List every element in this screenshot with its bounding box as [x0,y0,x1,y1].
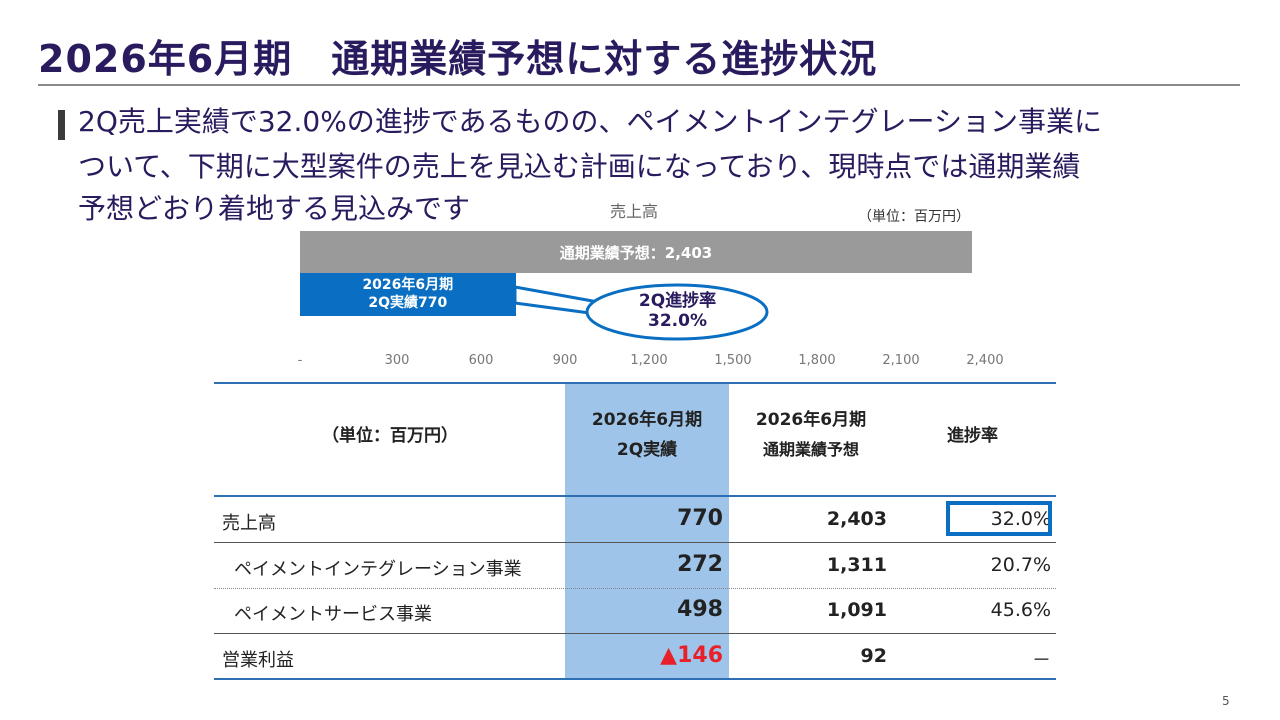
col-actual-header: 2026年6月期 2Q実績 [565,405,729,465]
callout-line-2: 32.0% [648,311,707,331]
title-divider [38,84,1240,86]
page-number: 5 [1222,694,1230,708]
bar-actual-label-line1: 2026年6月期 [362,277,454,293]
table-unit-header: （単位：百万円） [322,426,458,446]
table-bottom-rule [214,678,1056,680]
chart-unit-note: （単位：百万円） [858,209,970,225]
row-label-payment-integration: ペイメントインテグレーション事業 [234,559,522,580]
row-label-sales: 売上高 [222,513,276,534]
bullet-marker [58,110,65,140]
chart-title: 売上高 [610,202,659,221]
row-rate-sales: 32.0% [990,508,1051,530]
col-actual-header-line1: 2026年6月期 [591,410,703,430]
row-forecast-payment-integration: 1,311 [826,554,887,576]
progress-callout-shape [513,283,769,341]
summary-line-1: 2Q売上実績で32.0%の進捗であるものの、ペイメントインテグレーション事業に [78,105,1102,138]
row-forecast-sales: 2,403 [826,508,887,530]
row-rate-payment-integration: 20.7% [990,554,1051,576]
page-title: 2026年6月期 通期業績予想に対する進捗状況 [38,37,878,81]
row-forecast-operating-profit: 92 [860,645,887,667]
rate-highlight-box [946,501,1052,536]
col-rate-header: 進捗率 [947,426,998,446]
summary-line-2: ついて、下期に大型案件の売上を見込む計画になっており、現時点では通期業績 [78,150,1081,183]
row-divider [214,633,1056,634]
x-tick-label: 600 [468,353,494,368]
row-rate-operating-profit: － [1031,649,1051,671]
col-forecast-header: 2026年6月期 通期業績予想 [729,405,893,465]
x-tick-label: 2,100 [882,353,920,368]
row-forecast-payment-service: 1,091 [826,599,887,621]
row-label-operating-profit: 営業利益 [222,650,294,671]
x-tick-label: 1,200 [630,353,668,368]
x-tick-label: 300 [384,353,410,368]
row-label-payment-service: ペイメントサービス事業 [234,604,432,625]
row-rate-payment-service: 45.6% [990,599,1051,621]
table-header-rule [214,495,1056,497]
summary-line-3: 予想どおり着地する見込みです [78,192,471,225]
row-actual-payment-integration: 272 [677,552,723,577]
row-actual-payment-service: 498 [677,597,723,622]
table-top-rule [214,382,1056,384]
row-actual-sales: 770 [677,506,723,531]
x-tick-label: 1,500 [714,353,752,368]
row-divider [214,542,1056,543]
x-tick-label: - [297,353,303,368]
bar-forecast-label: 通期業績予想：2,403 [559,243,713,262]
callout-line-1: 2Q進捗率 [638,291,717,311]
x-tick-label: 2,400 [966,353,1004,368]
progress-callout: 2Q進捗率 32.0% [600,291,755,331]
bar-actual-label-line2: 2Q実績770 [368,295,448,311]
row-divider [214,588,1056,589]
col-actual-header-line2: 2Q実績 [616,440,678,460]
x-tick-label: 1,800 [798,353,836,368]
bar-actual: 2026年6月期 2Q実績770 [300,273,516,316]
col-forecast-header-line1: 2026年6月期 [755,410,867,430]
x-tick-label: 900 [552,353,578,368]
bar-forecast: 通期業績予想：2,403 [300,231,972,273]
row-actual-operating-profit: ▲146 [660,643,723,668]
col-forecast-header-line2: 通期業績予想 [762,440,859,459]
actual-column-highlight [565,383,729,680]
